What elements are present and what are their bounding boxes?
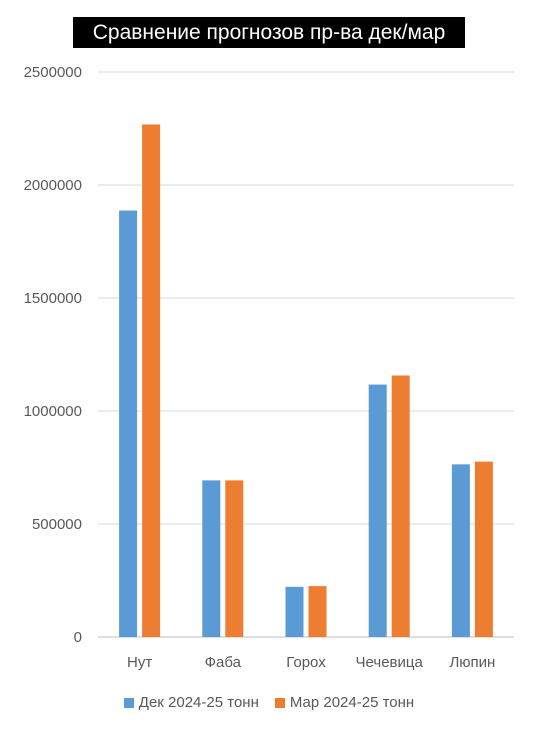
y-tick-label: 0 — [74, 629, 82, 646]
legend-label-dec: Дек 2024-25 тонн — [138, 694, 259, 711]
x-category-label: Горох — [286, 654, 326, 671]
bar-dec-1 — [202, 480, 221, 637]
bar-dec-0 — [119, 210, 138, 637]
y-tick-label: 1000000 — [24, 403, 82, 420]
bar-mar-3 — [391, 375, 410, 637]
chart-title: Сравнение прогнозов пр-ва дек/мар — [73, 17, 465, 48]
legend-item-dec: Дек 2024-25 тонн — [123, 694, 259, 711]
legend-item-mar: Мар 2024-25 тонн — [274, 694, 415, 711]
bar-dec-2 — [285, 586, 304, 637]
x-category-label: Чечевица — [356, 654, 424, 671]
chart-plot: 0 500000 1000000 1500000 2000000 2500000 Нут Фа… — [24, 64, 514, 671]
bar-dec-4 — [451, 464, 470, 637]
legend-swatch-mar — [274, 697, 285, 708]
x-category-label: Люпин — [449, 654, 495, 671]
legend-swatch-dec — [123, 697, 134, 708]
y-tick-label: 500000 — [32, 516, 82, 533]
bar-mar-0 — [142, 124, 161, 637]
bar-dec-3 — [368, 384, 387, 637]
bar-mar-2 — [308, 586, 327, 637]
x-category-label: Нут — [127, 654, 152, 671]
bar-mar-4 — [474, 461, 493, 637]
legend: Дек 2024-25 тонн Мар 2024-25 тонн — [0, 694, 538, 711]
y-tick-label: 1500000 — [24, 290, 82, 307]
y-tick-label: 2500000 — [24, 64, 82, 81]
x-category-label: Фаба — [205, 654, 242, 671]
bar-mar-1 — [225, 480, 244, 637]
y-tick-label: 2000000 — [24, 177, 82, 194]
legend-label-mar: Мар 2024-25 тонн — [289, 694, 415, 711]
